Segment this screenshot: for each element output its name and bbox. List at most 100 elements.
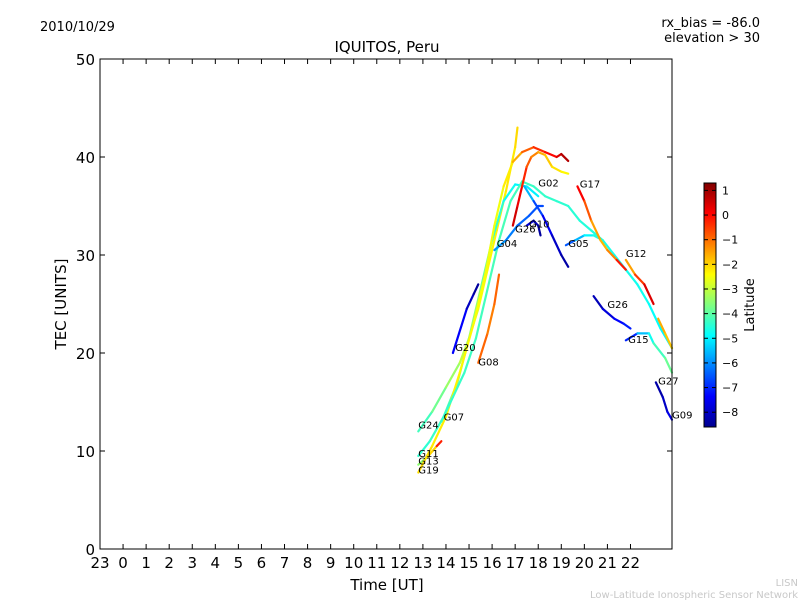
y-tick-label: 20	[76, 345, 95, 363]
series-label-g07: G07	[444, 413, 464, 424]
series-segment	[516, 214, 531, 227]
series-segment	[431, 415, 448, 448]
y-tick-label: 50	[76, 51, 95, 69]
series-segment	[624, 332, 639, 342]
colorbar-tick-label: 1	[722, 184, 729, 197]
series-g07	[440, 180, 674, 423]
series-segment	[514, 126, 519, 149]
series-label-g19: G19	[418, 466, 438, 477]
colorbar-tick-label: −6	[722, 357, 738, 370]
series-segment	[643, 283, 655, 306]
series-segment	[532, 185, 547, 198]
y-axis-label: TEC [UNITS]	[52, 259, 70, 351]
plot-frame	[99, 58, 673, 550]
x-tick-label: 20	[575, 554, 594, 572]
series-segment	[444, 361, 461, 389]
series-segment	[484, 224, 496, 276]
series-segment	[537, 151, 547, 157]
y-tick-label: 40	[76, 149, 95, 167]
series-segment	[583, 200, 593, 222]
series-segment	[560, 152, 570, 163]
series-segment	[663, 356, 674, 374]
series-label-g20: G20	[455, 343, 475, 354]
series-segment	[417, 440, 431, 457]
series-segment	[624, 258, 637, 276]
x-tick-label: 11	[367, 554, 386, 572]
footer-lisn: LISN	[776, 578, 798, 589]
series-segment	[451, 371, 466, 399]
series-segment	[601, 239, 616, 257]
series-segment	[504, 224, 519, 242]
x-ticks: 23 0 1 2 3 4 5 6 7 8 9 10 11 12 13 14 15 16 17 18 19 20 21 22	[90, 59, 640, 572]
x-tick-label: 15	[459, 554, 478, 572]
series-segment	[477, 268, 489, 310]
y-ticks: 0 10 20 30 40 50	[76, 51, 672, 559]
series-segment	[647, 332, 655, 345]
series-segment	[525, 219, 535, 227]
series-g26	[511, 151, 570, 227]
y-tick-label: 10	[76, 443, 95, 461]
x-tick-label: 6	[257, 554, 267, 572]
series-segment	[511, 151, 524, 163]
colorbar-tick-label: −3	[722, 283, 738, 296]
series-segment	[601, 307, 616, 320]
series-segment	[474, 288, 489, 340]
series-segment	[426, 445, 438, 458]
series-label-g26: G26	[607, 300, 627, 311]
series-label-g02: G02	[538, 178, 558, 189]
chart-title: IQUITOS, Peru	[334, 38, 439, 56]
series-label-g11: G11	[418, 449, 438, 460]
series-segment	[493, 273, 501, 306]
series-g09	[657, 317, 674, 350]
series-segment	[465, 293, 475, 310]
colorbar-gradient	[703, 182, 717, 428]
series-g17	[576, 185, 627, 271]
series-segment	[516, 185, 524, 208]
series-segment	[458, 322, 475, 374]
colorbar-tick-label: −8	[722, 406, 738, 419]
series-segment	[532, 219, 540, 227]
colorbar-tick-label: −4	[722, 308, 738, 321]
series-segment	[537, 224, 542, 237]
series-segment	[523, 185, 535, 203]
colorbar-tick-label: −1	[722, 234, 738, 247]
rx-bias-label: rx_bias = -86.0	[661, 16, 760, 31]
series-segment	[544, 151, 558, 159]
series-label-g12: G12	[626, 249, 646, 260]
series-g08	[477, 273, 501, 364]
series-label-g04: G04	[497, 239, 517, 250]
x-tick-label: 0	[118, 554, 128, 572]
series-label-g24: G24	[418, 420, 438, 431]
series-segment	[477, 332, 489, 364]
series-segment	[541, 214, 554, 237]
x-tick-label: 8	[303, 554, 313, 572]
series-segment	[555, 200, 570, 208]
series-segment	[636, 283, 651, 306]
series-labels: G24G11G13G19G07G20G08G04G02G26G10G05G17G…	[418, 178, 692, 476]
series-label-g08: G08	[478, 358, 498, 369]
series-label-g10: G10	[529, 220, 549, 231]
series-g12	[624, 258, 655, 306]
series-segment	[647, 302, 662, 330]
series-label-g17: G17	[580, 179, 600, 190]
series-segment	[544, 195, 558, 203]
series-g10	[525, 219, 542, 237]
series-segment	[493, 239, 508, 252]
series-segment	[497, 200, 512, 242]
series-segment	[451, 307, 468, 355]
colorbar-tick-label: 0	[722, 209, 729, 222]
series-segment	[550, 165, 563, 173]
series-label-g27: G27	[658, 376, 678, 387]
series-segment	[567, 204, 581, 222]
series-layer	[417, 126, 674, 474]
x-tick-label: 16	[483, 554, 502, 572]
colorbar: 1 0 −1 −2 −3 −4 −5 −6 −7 −8 Latitude	[703, 182, 758, 428]
x-tick-label: 5	[234, 554, 244, 572]
series-segment	[661, 396, 669, 413]
series-segment	[599, 239, 609, 252]
series-segment	[654, 381, 664, 399]
series-g27	[654, 381, 674, 421]
y-tick-label: 30	[76, 247, 95, 265]
series-segment	[560, 170, 570, 175]
